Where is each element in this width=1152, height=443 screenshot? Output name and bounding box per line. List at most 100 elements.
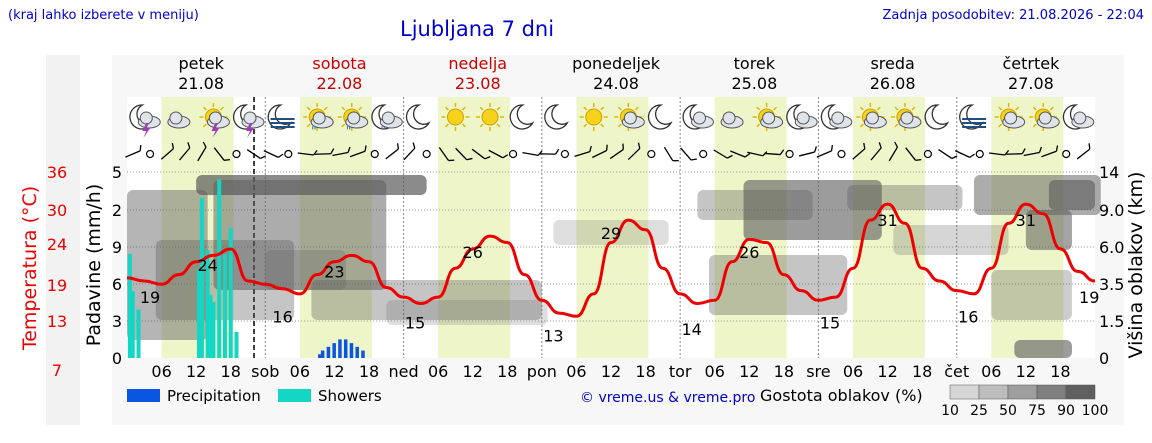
cloud-density-tick: 50	[999, 403, 1017, 419]
sun-drizzle-icon: "	[303, 103, 334, 138]
cloud-density-tick: 100	[1082, 403, 1109, 419]
day-name-label: petek	[178, 54, 224, 73]
wind-barb-icon	[592, 144, 608, 159]
wind-barb-icon	[938, 148, 958, 160]
day-date-label: 21.08	[178, 74, 224, 93]
precipitation-bar	[355, 346, 359, 358]
showers-bar	[205, 250, 210, 358]
hour-tick-label: 06	[151, 362, 171, 381]
left-axis-panel	[46, 55, 80, 425]
temperature-value-label: 31	[1016, 211, 1036, 230]
sun-cloud-icon	[614, 103, 645, 131]
sun-thunder-icon	[199, 103, 230, 138]
sun-cloud-icon	[752, 103, 784, 131]
hour-tick-label: 18	[221, 362, 241, 381]
location-hint[interactable]: (kraj lahko izberete v meniju)	[8, 8, 199, 23]
wind-barb-icon	[422, 149, 431, 159]
cloud-density-swatch	[1007, 384, 1038, 400]
cloud-density-patch	[1014, 340, 1072, 358]
credit-link: © vreme.us & vreme.pro	[580, 390, 755, 406]
moon-thunder-icon	[232, 104, 265, 138]
hour-tick-label: 12	[601, 362, 621, 381]
day-name-label: torek	[734, 54, 776, 73]
wind-barb-icon	[560, 149, 570, 159]
hour-tick-label: 06	[843, 362, 863, 381]
temperature-tick-label: 19	[47, 276, 67, 295]
cloud-density-patch	[265, 250, 346, 290]
cloud-density-patch	[311, 280, 542, 320]
cloud-density-patch	[708, 255, 848, 315]
hour-tick-label: 18	[635, 362, 655, 381]
wind-barb-icon	[539, 148, 560, 155]
cloud-density-patch	[847, 185, 963, 210]
showers-bar	[127, 253, 132, 358]
precipitation-bar	[318, 354, 322, 358]
sun-cloud-icon	[1029, 103, 1060, 131]
wind-barb-icon	[680, 147, 698, 161]
precipitation-tick-label: 3	[112, 312, 122, 331]
cloud-density-patch	[991, 270, 1072, 320]
precipitation-bar	[320, 350, 325, 358]
temperature-value-label: 24	[197, 256, 217, 275]
temperature-value-label: 13	[543, 327, 563, 346]
temperature-axis-label: Temperatura (°C)	[19, 186, 41, 351]
wind-barb-icon	[1076, 143, 1091, 160]
cloud-density-swatch	[1036, 384, 1067, 400]
wind-barb-icon	[1041, 145, 1059, 158]
precipitation-bar	[326, 346, 331, 358]
showers-bar	[130, 291, 135, 358]
precipitation-tick-label: 2	[112, 201, 122, 220]
temperature-value-label: 15	[405, 314, 425, 333]
wind-barb-icon	[438, 147, 455, 162]
showers-bar	[136, 309, 141, 358]
moon-icon	[924, 104, 950, 130]
moon-cloud-icon	[786, 104, 818, 130]
cloud-density-patch	[743, 180, 882, 240]
temperature-line	[126, 202, 1096, 318]
cloud-height-tick-label: 14	[1099, 163, 1119, 182]
precipitation-bar	[332, 343, 336, 358]
wind-barb-icon	[284, 149, 293, 159]
sun-cloud-icon	[994, 103, 1026, 131]
wind-barb-icon	[197, 141, 207, 162]
wind-barb-icon	[178, 142, 191, 161]
day-abbr-tick: pon	[527, 362, 557, 381]
sun-icon	[579, 103, 608, 131]
precipitation-tick-label: 5	[112, 163, 122, 182]
wind-barb-icon	[888, 141, 899, 162]
day-name-label: sreda	[870, 54, 914, 73]
temperature-value-label: 26	[739, 243, 759, 262]
day-date-label: 23.08	[455, 74, 501, 93]
cloud-density-patch	[1048, 180, 1095, 210]
temperature-value-label: 29	[601, 224, 621, 243]
wind-barb-icon	[522, 150, 543, 157]
day-abbr-tick: tor	[669, 362, 692, 381]
wind-barb-icon	[574, 145, 592, 157]
day-name-label: nedelja	[448, 54, 507, 73]
wind-barb-icon	[905, 147, 922, 161]
hour-tick-label: 06	[981, 362, 1001, 381]
day-date-label: 24.08	[593, 74, 639, 93]
showers-bar	[228, 227, 233, 358]
wind-barb-icon	[923, 149, 933, 159]
cloud-density-swatch	[978, 384, 1009, 400]
day-abbr-tick: ned	[389, 362, 419, 381]
moon-thunder-icon	[129, 104, 161, 138]
temperature-value-label: 16	[272, 307, 292, 326]
cloudy-icon	[720, 111, 744, 129]
wind-barb-icon	[314, 148, 335, 155]
wind-barb-icon	[954, 150, 975, 158]
hour-tick-label: 12	[1016, 362, 1036, 381]
precipitation-tick-label: 0	[112, 349, 122, 368]
cloud-density-label: Gostota oblakov (%)	[760, 386, 923, 405]
wind-barb-icon	[455, 147, 473, 161]
temperature-value-label: 15	[820, 314, 840, 333]
temperature-value-label: 31	[877, 211, 897, 230]
day-name-label: četrtek	[1003, 54, 1061, 73]
hour-tick-label: 12	[186, 362, 206, 381]
day-abbr-tick: čet	[944, 362, 969, 381]
wind-barb-icon	[471, 148, 491, 160]
cloud-density-swatch	[1065, 384, 1096, 400]
precipitation-legend-swatch	[127, 389, 160, 402]
